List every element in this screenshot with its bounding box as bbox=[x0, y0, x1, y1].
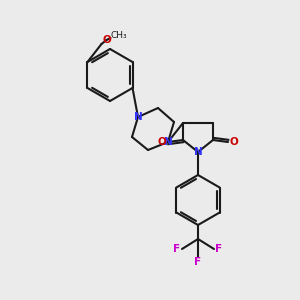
Text: F: F bbox=[194, 257, 202, 267]
Text: N: N bbox=[164, 137, 172, 147]
Text: CH₃: CH₃ bbox=[110, 31, 127, 40]
Text: O: O bbox=[230, 137, 238, 147]
Text: F: F bbox=[173, 244, 181, 254]
Text: O: O bbox=[102, 35, 111, 45]
Text: N: N bbox=[134, 112, 142, 122]
Text: O: O bbox=[158, 137, 166, 147]
Text: N: N bbox=[194, 147, 202, 157]
Text: F: F bbox=[215, 244, 223, 254]
